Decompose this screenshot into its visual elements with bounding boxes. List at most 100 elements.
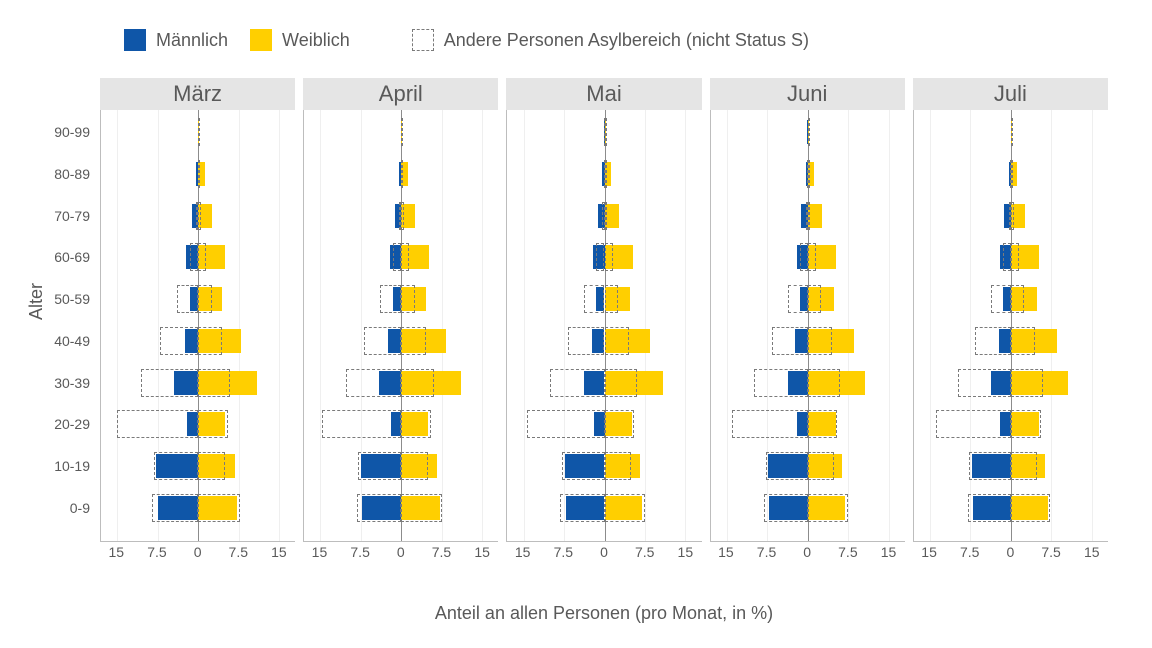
legend-label-ref: Andere Personen Asylbereich (nicht Statu… <box>444 30 809 51</box>
age-row <box>304 160 498 188</box>
age-row <box>914 327 1108 355</box>
ref-female-outline <box>605 494 645 522</box>
ref-female-outline <box>1011 243 1019 271</box>
ref-male-outline <box>991 285 1010 313</box>
ref-male-outline <box>764 494 808 522</box>
age-row <box>507 410 701 438</box>
ref-female-outline <box>198 327 222 355</box>
y-tick-label: 0-9 <box>70 500 90 516</box>
x-tick-label: 15 <box>312 544 328 560</box>
age-row <box>304 494 498 522</box>
age-row <box>914 160 1108 188</box>
ref-female-outline <box>401 452 427 480</box>
age-row <box>304 327 498 355</box>
ref-male-outline <box>584 285 604 313</box>
ref-male-outline <box>160 327 198 355</box>
ref-male-outline <box>936 410 1010 438</box>
ref-male-outline <box>968 494 1011 522</box>
x-tick-label: 7.5 <box>838 544 857 560</box>
ref-male-outline <box>154 452 198 480</box>
facet-panel: Juli157.507.515 <box>913 78 1108 564</box>
legend-label-male: Männlich <box>156 30 228 51</box>
x-tick-label: 15 <box>515 544 531 560</box>
x-tick-label: 0 <box>1007 544 1015 560</box>
ref-male-outline <box>772 327 808 355</box>
ref-female-outline <box>198 410 228 438</box>
ref-male-outline <box>393 243 401 271</box>
ref-male-outline <box>800 243 808 271</box>
age-row <box>914 285 1108 313</box>
ref-female-outline <box>808 160 810 188</box>
ref-male-outline <box>1003 243 1011 271</box>
ref-male-outline <box>141 369 198 397</box>
age-row <box>711 369 905 397</box>
age-row <box>304 285 498 313</box>
female-swatch <box>250 29 272 51</box>
age-row <box>101 285 295 313</box>
age-row <box>711 202 905 230</box>
ref-male-outline <box>568 327 605 355</box>
ref-male-outline <box>766 452 808 480</box>
ref-male-outline <box>152 494 198 522</box>
x-tick-label: 7.5 <box>960 544 979 560</box>
y-axis-ticks: 0-910-1920-2930-3940-4950-5960-6970-7980… <box>40 110 94 530</box>
ref-female-outline <box>808 327 832 355</box>
age-row <box>914 452 1108 480</box>
age-row <box>914 369 1108 397</box>
age-row <box>101 243 295 271</box>
facet-panel: April157.507.515 <box>303 78 498 564</box>
facet-panel: Mai157.507.515 <box>506 78 701 564</box>
x-tick-label: 15 <box>271 544 287 560</box>
ref-male-outline <box>346 369 402 397</box>
ref-female-outline <box>198 285 211 313</box>
age-row <box>711 494 905 522</box>
y-tick-label: 70-79 <box>54 208 90 224</box>
age-row <box>711 452 905 480</box>
age-row <box>101 202 295 230</box>
age-row <box>507 494 701 522</box>
ref-female-outline <box>1011 369 1043 397</box>
panel-strip-title: Juli <box>913 78 1108 110</box>
y-tick-label: 90-99 <box>54 124 90 140</box>
ref-male-outline <box>754 369 808 397</box>
ref-male-outline <box>560 494 604 522</box>
x-tick-label: 7.5 <box>350 544 369 560</box>
plot-area <box>710 110 905 542</box>
x-tick-label: 7.5 <box>757 544 776 560</box>
age-row <box>507 202 701 230</box>
age-row <box>507 160 701 188</box>
age-row <box>914 118 1108 146</box>
ref-male-outline <box>527 410 604 438</box>
age-row <box>101 160 295 188</box>
age-row <box>304 369 498 397</box>
ref-male-outline <box>788 285 808 313</box>
legend-label-female: Weiblich <box>282 30 350 51</box>
ref-female-outline <box>808 202 811 230</box>
ref-female-outline <box>198 202 201 230</box>
ref-female-outline <box>401 494 442 522</box>
age-row <box>101 494 295 522</box>
age-row <box>101 452 295 480</box>
x-tick-label: 7.5 <box>554 544 573 560</box>
plot-area <box>303 110 498 542</box>
y-tick-label: 20-29 <box>54 416 90 432</box>
ref-male-outline <box>969 452 1011 480</box>
ref-male-outline <box>358 452 401 480</box>
legend: Männlich Weiblich Andere Personen Asylbe… <box>124 20 809 60</box>
x-axis-title: Anteil an allen Personen (pro Monat, in … <box>100 603 1108 624</box>
ref-female-outline <box>808 243 816 271</box>
x-tick-label: 15 <box>108 544 124 560</box>
ref-female-outline <box>1011 452 1037 480</box>
ref-male-outline <box>190 243 198 271</box>
x-tick-label: 7.5 <box>147 544 166 560</box>
plot-area <box>100 110 295 542</box>
age-row <box>711 327 905 355</box>
ref-female-outline <box>401 285 414 313</box>
ref-male-outline <box>596 243 604 271</box>
y-tick-label: 80-89 <box>54 166 90 182</box>
x-axis-ticks: 157.507.515 <box>506 542 701 564</box>
ref-female-outline <box>605 285 618 313</box>
age-row <box>507 327 701 355</box>
ref-female-outline <box>198 369 230 397</box>
age-row <box>914 494 1108 522</box>
